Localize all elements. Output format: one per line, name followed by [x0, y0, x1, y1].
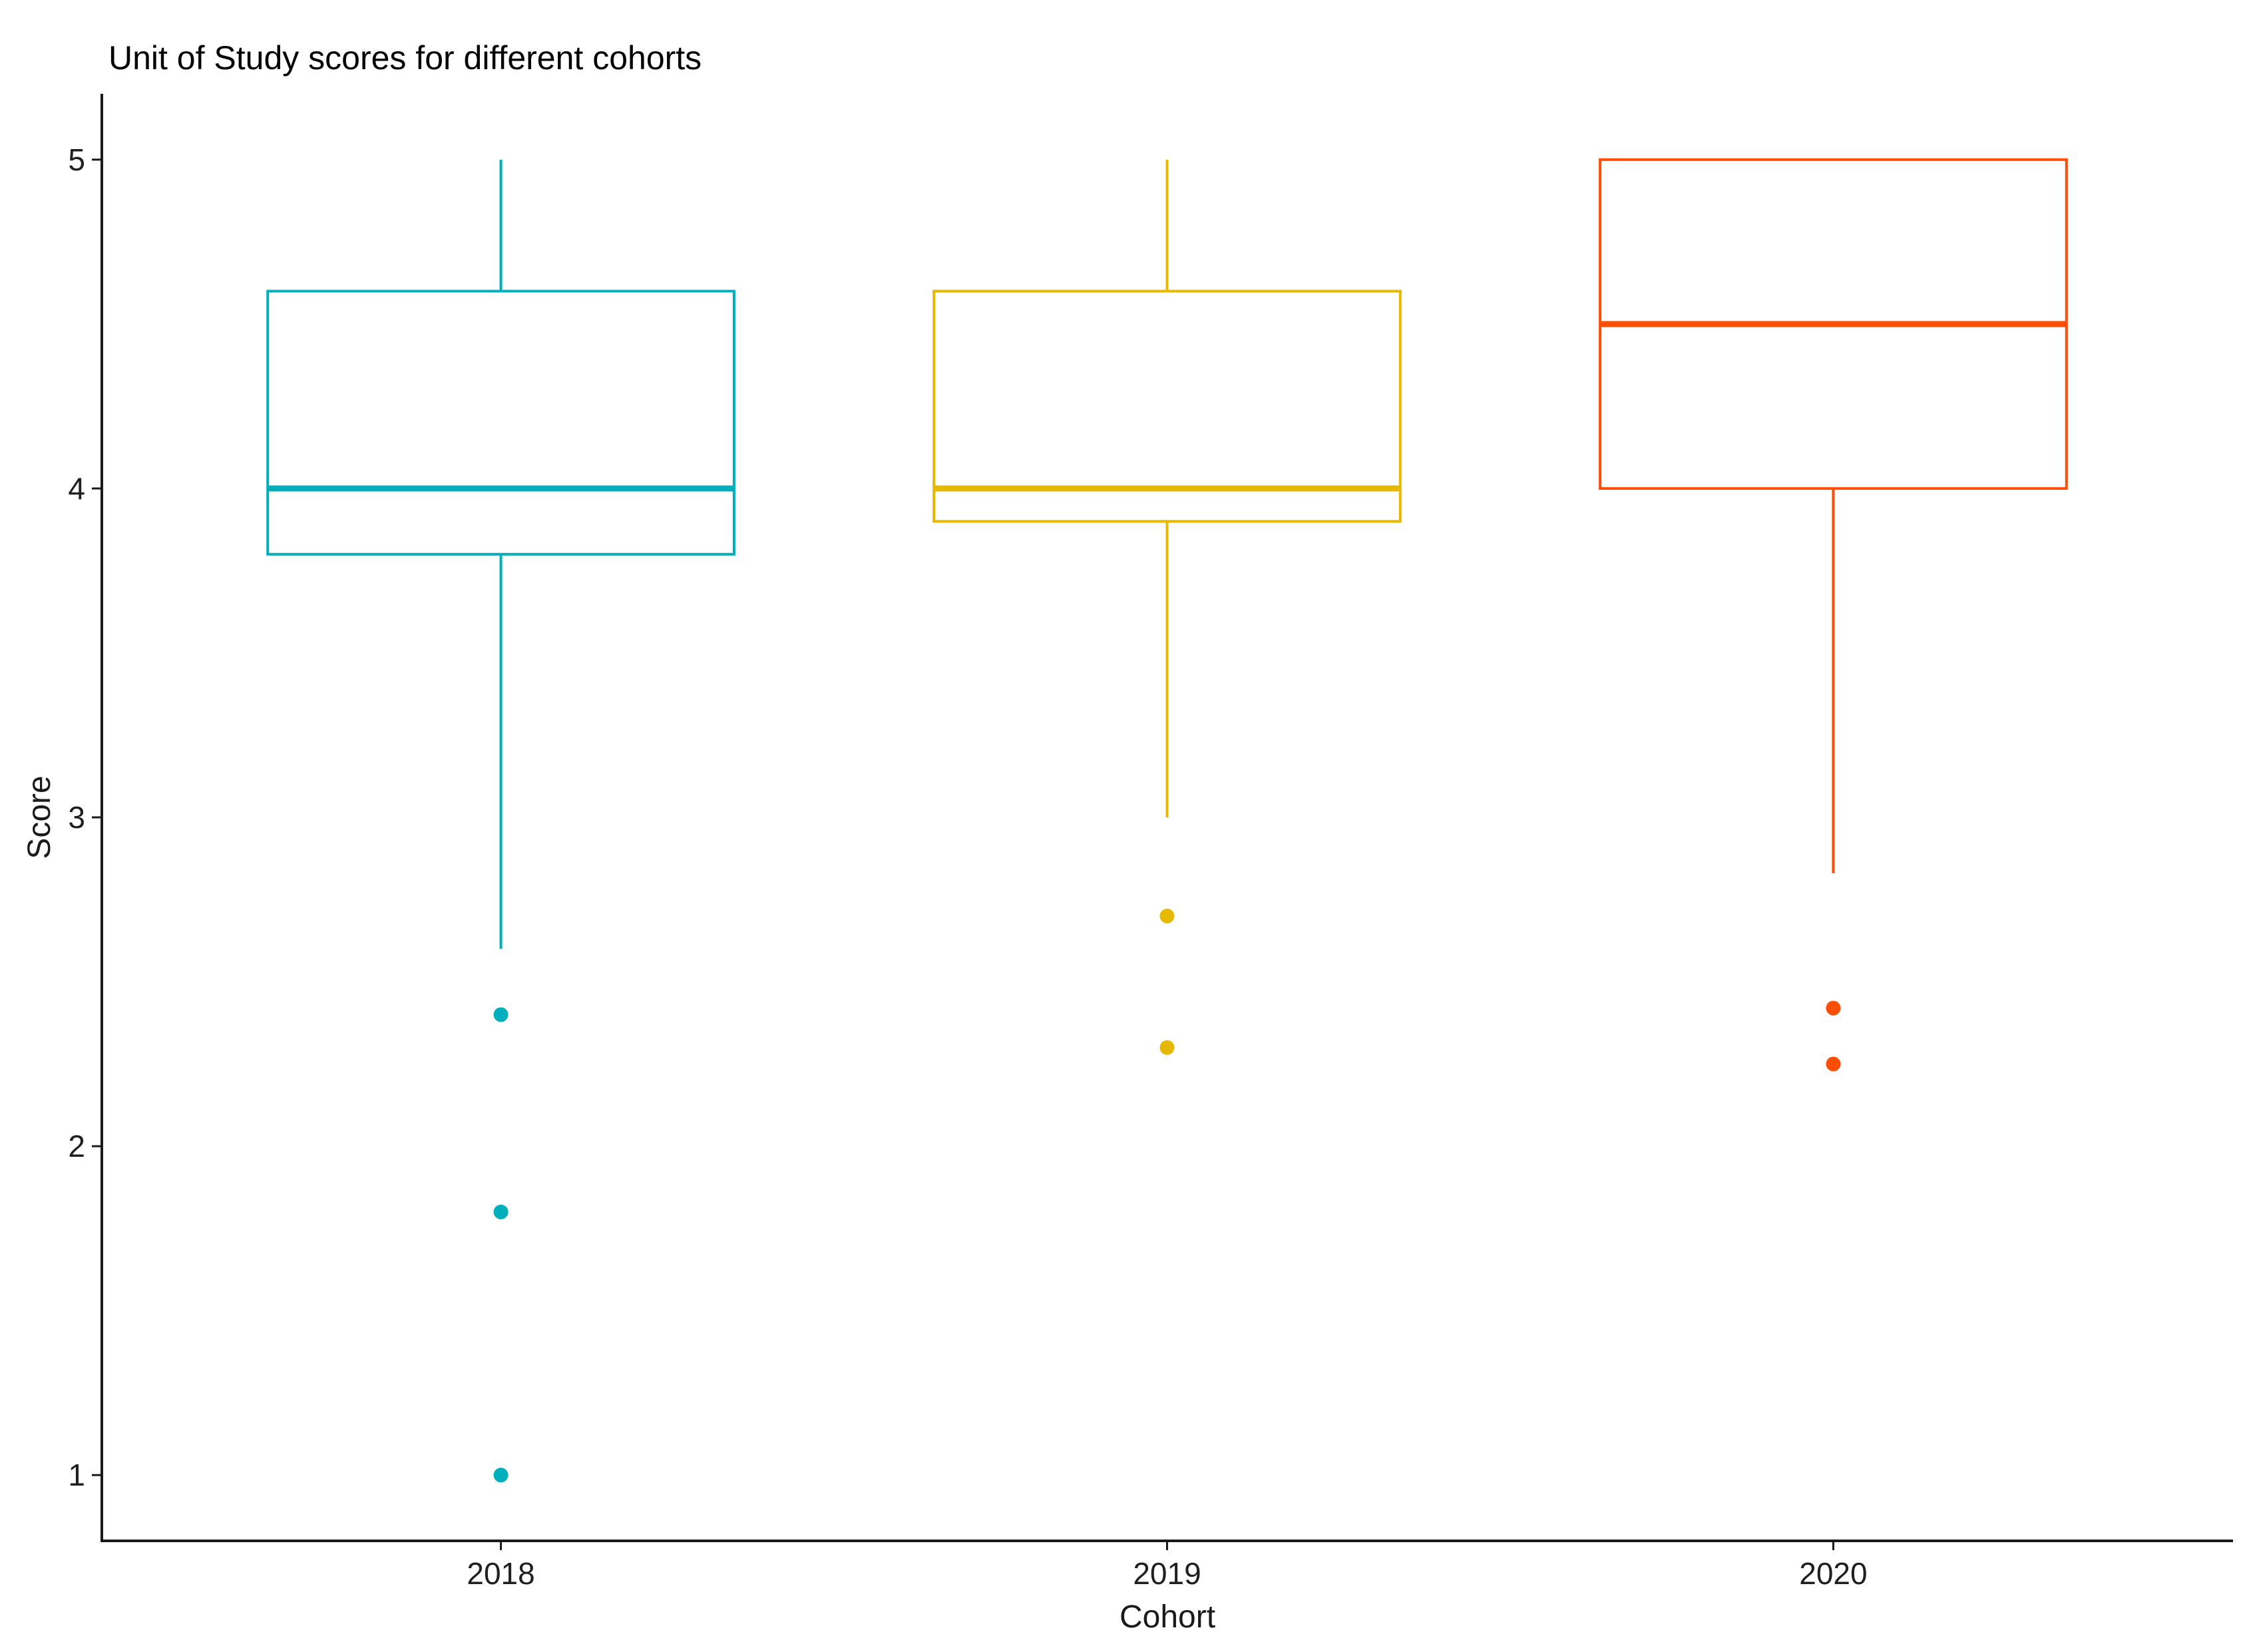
- box-2018: [266, 290, 735, 556]
- y-tick-label-4: 4: [68, 471, 85, 506]
- y-tick-label-5: 5: [68, 142, 85, 177]
- x-tick-label-2018: 2018: [467, 1556, 534, 1591]
- outlier-2020-1: [1826, 1000, 1841, 1016]
- y-axis-ticks: 1 2 3 4 5: [68, 142, 101, 1492]
- x-axis-ticks: 2018 2019 2020: [467, 1541, 1868, 1591]
- y-axis-title: Score: [22, 775, 57, 859]
- box-2019: [932, 290, 1402, 523]
- x-axis-title: Cohort: [1120, 1599, 1215, 1635]
- outlier-2018-3: [493, 1468, 509, 1483]
- boxplot-series: [266, 158, 2068, 1483]
- boxplot-2019: [932, 159, 1402, 1055]
- boxplot-2018: [266, 159, 735, 1483]
- x-tick-label-2020: 2020: [1799, 1556, 1867, 1591]
- outlier-2018-2: [493, 1204, 509, 1219]
- y-tick-label-2: 2: [68, 1129, 85, 1163]
- y-tick-label-1: 1: [68, 1458, 85, 1492]
- outlier-2019-2: [1159, 1040, 1175, 1055]
- chart-title: Unit of Study scores for different cohor…: [108, 39, 702, 77]
- outlier-2020-2: [1826, 1056, 1841, 1072]
- x-tick-label-2019: 2019: [1133, 1556, 1201, 1591]
- boxplot-2020: [1599, 158, 2068, 1072]
- y-tick-label-3: 3: [68, 800, 85, 835]
- outlier-2019-1: [1159, 909, 1175, 924]
- outlier-2018-1: [493, 1007, 509, 1022]
